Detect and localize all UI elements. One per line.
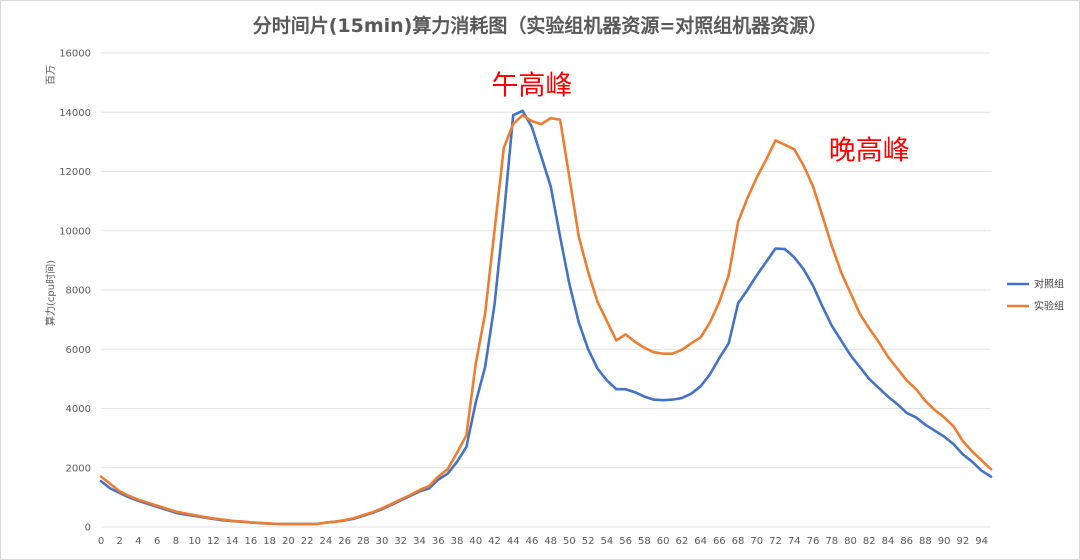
x-axis-ticks: 0 2 4 6 8 10 12 14 16 18 20 22 24 26 28 30 32 34 36 38 40 42 4… (98, 536, 988, 547)
gridlines (101, 52, 991, 528)
y-tick-label: 2000 (66, 463, 91, 474)
x-tick-label: 22 (301, 536, 314, 547)
annotation-evening-peak: 晚高峰 (829, 136, 910, 167)
x-tick-label: 92 (957, 536, 970, 547)
x-tick-label: 72 (769, 536, 782, 547)
x-tick-label: 50 (563, 536, 576, 547)
x-tick-label: 0 (98, 536, 104, 547)
x-tick-label: 16 (245, 536, 258, 547)
chart-title: 分时间片(15min)算力消耗图（实验组机器资源=对照组机器资源） (253, 14, 828, 37)
x-tick-label: 30 (376, 536, 389, 547)
series-line-experiment (99, 113, 993, 526)
x-tick-label: 44 (507, 536, 520, 547)
x-tick-label: 10 (188, 536, 201, 547)
x-tick-label: 38 (451, 536, 464, 547)
x-tick-label: 64 (694, 536, 707, 547)
x-tick-label: 20 (282, 536, 295, 547)
y-axis-unit: 百万 (45, 65, 57, 85)
x-tick-label: 56 (619, 536, 632, 547)
y-tick-label: 4000 (66, 404, 91, 415)
x-tick-label: 34 (413, 536, 426, 547)
x-tick-label: 68 (732, 536, 745, 547)
x-tick-label: 4 (135, 536, 141, 547)
x-tick-label: 6 (154, 536, 160, 547)
x-tick-label: 82 (863, 536, 876, 547)
y-axis-ticks: 0 2000 4000 6000 8000 10000 12000 14000 16000 (59, 49, 91, 534)
x-tick-label: 46 (526, 536, 539, 547)
y-tick-label: 16000 (59, 49, 91, 60)
legend-label: 实验组 (1034, 300, 1064, 313)
x-tick-label: 60 (657, 536, 670, 547)
y-axis-label: 算力(cpu时间) (44, 260, 57, 326)
y-tick-label: 14000 (59, 108, 91, 119)
x-tick-label: 24 (319, 536, 332, 547)
x-tick-label: 48 (544, 536, 557, 547)
y-tick-label: 0 (85, 523, 91, 534)
x-tick-label: 54 (601, 536, 614, 547)
x-tick-label: 52 (582, 536, 595, 547)
x-tick-label: 94 (975, 536, 988, 547)
x-tick-label: 2 (117, 536, 123, 547)
x-tick-label: 66 (713, 536, 726, 547)
y-tick-label: 10000 (59, 226, 91, 237)
x-tick-label: 62 (675, 536, 688, 547)
annotation-noon-peak: 午高峰 (491, 70, 572, 101)
series-line-control (99, 109, 993, 526)
x-tick-label: 78 (825, 536, 838, 547)
x-tick-label: 90 (938, 536, 951, 547)
legend-label: 对照组 (1034, 278, 1064, 291)
y-tick-label: 12000 (59, 167, 91, 178)
y-tick-label: 8000 (66, 286, 91, 297)
x-tick-label: 74 (788, 536, 801, 547)
x-tick-label: 76 (807, 536, 820, 547)
x-tick-label: 14 (226, 536, 239, 547)
x-tick-label: 26 (338, 536, 351, 547)
x-tick-label: 70 (750, 536, 763, 547)
series-lines (99, 109, 993, 526)
x-tick-label: 58 (638, 536, 651, 547)
x-tick-label: 18 (263, 536, 276, 547)
x-tick-label: 40 (469, 536, 482, 547)
x-tick-label: 42 (488, 536, 501, 547)
x-tick-label: 84 (882, 536, 895, 547)
x-tick-label: 88 (919, 536, 932, 547)
x-tick-label: 80 (844, 536, 857, 547)
x-tick-label: 8 (173, 536, 179, 547)
x-tick-label: 28 (357, 536, 370, 547)
x-tick-label: 12 (207, 536, 220, 547)
x-tick-label: 86 (900, 536, 913, 547)
x-tick-label: 36 (432, 536, 445, 547)
x-tick-label: 32 (394, 536, 407, 547)
y-tick-label: 6000 (66, 345, 91, 356)
